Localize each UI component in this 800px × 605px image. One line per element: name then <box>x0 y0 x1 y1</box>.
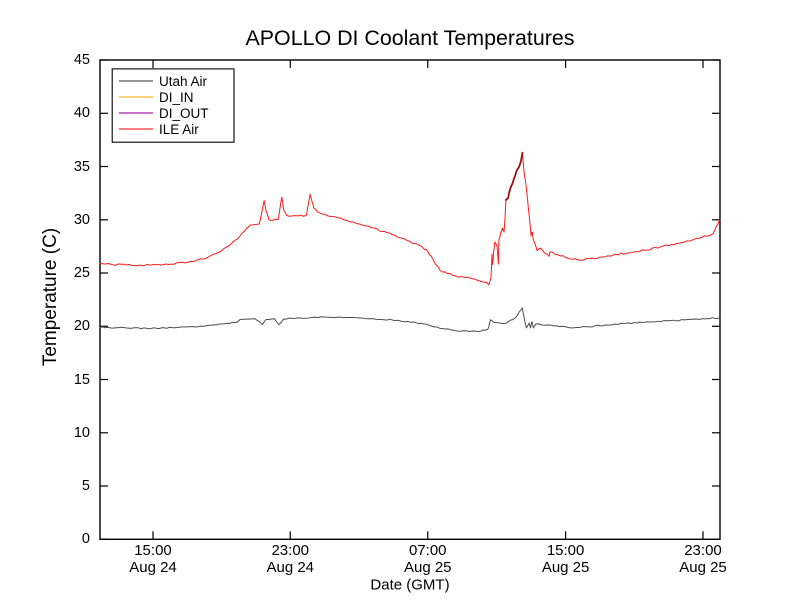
svg-text:DI_IN: DI_IN <box>159 90 194 105</box>
svg-text:ILE Air: ILE Air <box>159 122 199 137</box>
svg-text:Utah Air: Utah Air <box>159 74 208 89</box>
svg-text:DI_OUT: DI_OUT <box>159 106 209 121</box>
